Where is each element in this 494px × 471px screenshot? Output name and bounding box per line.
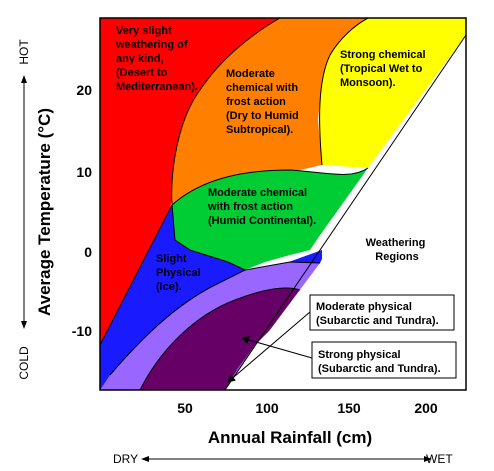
region-strong-chemical bbox=[319, 18, 466, 168]
hot-label: HOT bbox=[17, 39, 31, 65]
label-very-slight: Very slight weathering of any kind, (Des… bbox=[115, 25, 198, 93]
region-moderate-chemical-frost-dry bbox=[171, 18, 368, 205]
hot-cold-axis: HOT COLD bbox=[17, 39, 31, 380]
y-axis-label: Average Temperature (°C) bbox=[35, 108, 54, 316]
callout-strong-physical: Strong physical (Subarctic and Tundra). bbox=[241, 336, 457, 379]
x-tick-150: 150 bbox=[337, 400, 361, 416]
region-moderate-chemical-frost-continental bbox=[172, 168, 368, 270]
y-axis-ticks: 20 10 0 -10 bbox=[72, 82, 92, 339]
svg-text:Moderate physical (Subar: Moderate physical (Subarctic and Tundra)… bbox=[316, 301, 439, 327]
x-axis-label: Annual Rainfall (cm) bbox=[208, 428, 372, 447]
dry-label: DRY bbox=[113, 452, 138, 466]
label-moderate-chemical-frost-dry: Moderate chemical with frost action (Dry… bbox=[226, 68, 302, 136]
y-tick-neg10: -10 bbox=[72, 323, 92, 339]
y-tick-10: 10 bbox=[76, 164, 92, 180]
cold-label: COLD bbox=[17, 346, 31, 380]
region-very-slight bbox=[100, 18, 280, 345]
callout-moderate-physical: Moderate physical (Subarctic and Tundra)… bbox=[227, 294, 455, 383]
label-strong-chemical: Strong chemical (Tropical Wet to Monsoon… bbox=[340, 49, 429, 89]
label-moderate-chemical-frost-continental: Moderate chemical with frost action (Hum… bbox=[207, 187, 316, 227]
svg-text:Strong physical (Subarct: Strong physical (Subarctic and Tundra). bbox=[318, 349, 441, 375]
x-axis-ticks: 50 100 150 200 bbox=[177, 400, 438, 416]
dry-wet-axis: DRY WET bbox=[113, 452, 453, 466]
x-tick-100: 100 bbox=[255, 400, 279, 416]
region-slight-physical-upper bbox=[100, 205, 245, 345]
legend-title: Weathering Regions bbox=[366, 237, 429, 263]
x-tick-50: 50 bbox=[177, 400, 193, 416]
x-tick-200: 200 bbox=[414, 400, 438, 416]
wet-label: WET bbox=[426, 452, 453, 466]
y-tick-0: 0 bbox=[84, 244, 92, 260]
y-tick-20: 20 bbox=[76, 82, 92, 98]
plot-frame bbox=[99, 17, 467, 391]
label-slight-physical: Slight Physical (Ice). bbox=[156, 253, 204, 293]
region-strong-physical bbox=[140, 288, 300, 390]
